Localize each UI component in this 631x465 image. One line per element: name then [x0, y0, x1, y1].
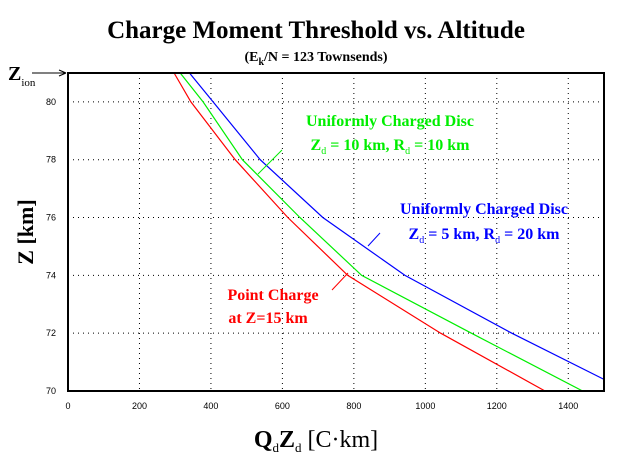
x-tick-label: 1400 — [558, 401, 578, 411]
chart-subtitle: (Ek/N = 123 Townsends) — [244, 50, 387, 68]
y-tick-label: 76 — [46, 213, 56, 223]
zion-arrow-icon — [32, 69, 67, 77]
red-leader-line — [331, 272, 349, 291]
y-tick-label: 74 — [46, 270, 56, 280]
y-axis-label: Z [km] — [13, 199, 38, 264]
annotation-green-disc: Uniformly Charged Disc Zd = 10 km, Rd = … — [257, 113, 474, 175]
chart-title: Charge Moment Threshold vs. Altitude — [107, 17, 525, 44]
green-leader-line — [257, 149, 283, 175]
svg-text:Zd = 10 km, Rd = 10 km: Zd = 10 km, Rd = 10 km — [311, 137, 471, 157]
plot-frame — [67, 72, 605, 392]
grid — [68, 73, 604, 391]
y-tick-label: 70 — [46, 386, 56, 396]
svg-text:Uniformly Charged Disc: Uniformly Charged Disc — [400, 201, 568, 218]
svg-text:Point Charge: Point Charge — [227, 287, 318, 304]
x-tick-label: 600 — [275, 401, 290, 411]
series-lines — [173, 72, 605, 392]
tick-labels: 0 200 400 600 800 1000 1200 1400 70 72 74 76 78 80 — [46, 97, 578, 411]
svg-text:Zd = 5 km, Rd = 20 km: Zd = 5 km, Rd = 20 km — [409, 226, 561, 246]
x-tick-label: 1200 — [487, 401, 507, 411]
y-tick-label: 72 — [46, 328, 56, 338]
series-line-1 — [179, 72, 583, 392]
x-tick-label: 400 — [203, 401, 218, 411]
blue-leader-line — [367, 232, 381, 247]
x-tick-label: 200 — [132, 401, 147, 411]
annotation-blue-disc: Uniformly Charged Disc Zd = 5 km, Rd = 2… — [367, 201, 568, 247]
y-tick-label: 78 — [46, 155, 56, 165]
x-tick-label: 800 — [346, 401, 361, 411]
y-tick-label: 80 — [46, 97, 56, 107]
series-line-2 — [189, 72, 605, 380]
annotation-red-point: Point Charge at Z=15 km — [227, 272, 349, 327]
svg-text:Uniformly Charged Disc: Uniformly Charged Disc — [306, 113, 474, 130]
x-tick-label: 0 — [65, 401, 70, 411]
x-axis-label: QdZd [C·km] — [254, 427, 378, 455]
svg-text:at Z=15 km: at Z=15 km — [228, 310, 308, 327]
zion-label: Zion — [8, 63, 36, 89]
x-tick-label: 1000 — [415, 401, 435, 411]
series-line-0 — [173, 72, 546, 392]
